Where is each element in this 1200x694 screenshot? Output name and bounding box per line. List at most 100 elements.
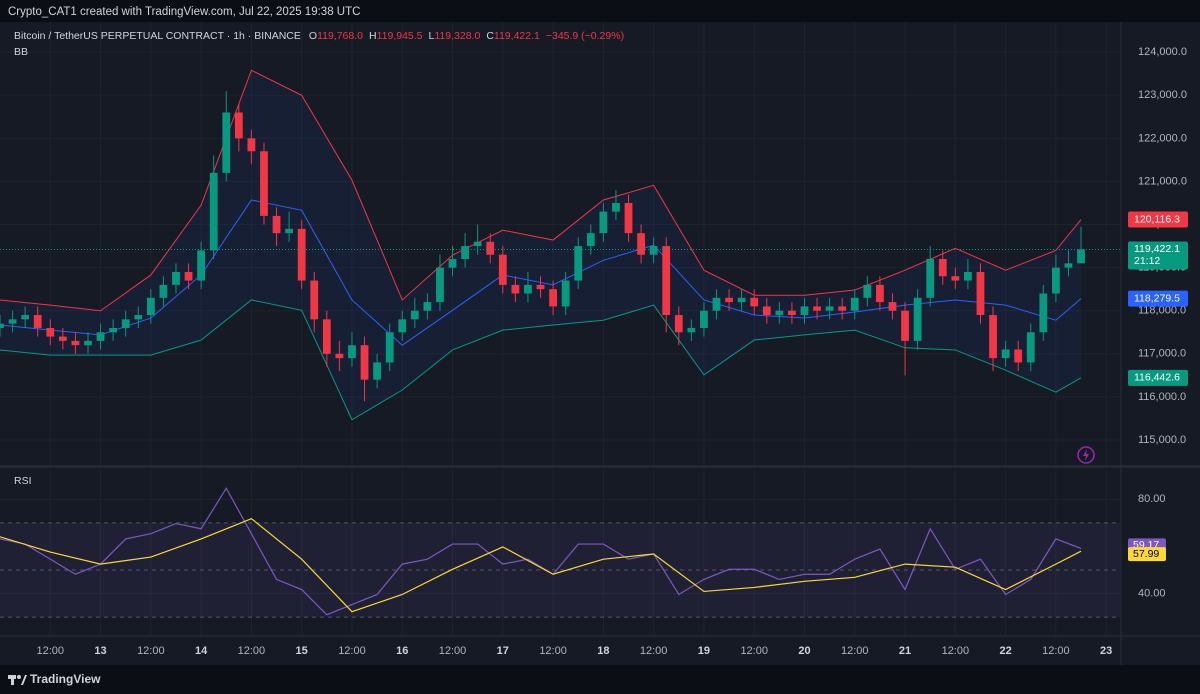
candle-body [322,319,331,354]
candle-body [536,284,545,290]
x-tick-label: 12:00 [1042,645,1070,657]
x-tick-label: 20 [798,645,810,657]
candle-body [109,327,118,333]
candle-body [448,259,457,268]
candle-body [612,202,620,212]
candle-body [21,315,30,320]
x-tick-label: 12:00 [942,645,970,657]
candle-body [737,297,746,303]
candle-body [498,254,507,285]
candle-body [976,271,985,316]
price-label: 120,116.3 [1134,213,1180,225]
candle-body [901,310,909,341]
footer-bar [0,665,1200,694]
x-tick-label: 12:00 [238,645,266,657]
brand-logo [8,675,27,685]
candle-body [159,284,168,298]
symbol: Bitcoin / TetherUS PERPETUAL CONTRACT · … [14,30,301,42]
candle-body [938,259,947,277]
band-line [0,299,1082,421]
y-tick-label: 116,000.0 [1138,391,1186,403]
candle-body [335,353,344,359]
candle-body [486,241,495,255]
candle-body [511,284,520,294]
attribution: Crypto_CAT1 created with TradingView.com… [8,6,360,18]
candle-body [473,241,482,247]
value-label: 57.99 [1133,548,1159,560]
band-fill [0,70,1082,420]
candle-body [222,112,231,173]
price-label-box [1128,290,1188,307]
y-tick-label: 115,000.0 [1138,434,1186,446]
price-label: 118,279.5 [1134,292,1180,304]
candle-body [373,362,382,380]
y-tick-label: 123,000.0 [1138,89,1187,101]
candle-body [272,215,281,234]
x-tick-label: 12:00 [640,645,668,657]
candle-body [674,315,683,333]
candle-body [209,172,218,251]
x-tick-label: 17 [497,645,509,657]
candle-body [800,306,809,316]
candle-body [838,306,847,311]
candle-body [1039,293,1048,333]
candle-body [0,323,4,328]
candle-body [461,246,469,260]
x-tick-label: 23 [1100,645,1112,657]
indicator-label: BB [14,46,28,58]
candle-body [876,284,884,303]
candle-body [8,319,17,324]
candle-body [71,340,80,346]
candle-body [285,228,294,234]
alert-icon[interactable] [1077,446,1095,464]
candle-body [96,332,105,341]
candle-body [712,297,721,311]
candle-body [172,271,180,285]
candle-body [360,345,369,380]
candle-body [247,138,256,152]
price-label: 116,442.6 [1134,372,1180,384]
candle-body [586,233,595,247]
x-tick-label: 12:00 [539,645,567,657]
y-tick-label: 122,000.0 [1138,132,1187,144]
candle-body [863,284,872,298]
price-label-box [1128,211,1188,228]
candle-body [524,284,532,294]
ohlc-value: 119,768.0 [317,30,363,42]
ohlc-key: L [429,30,435,42]
y-tick-label: 124,000.0 [1138,46,1187,58]
candle-body [637,233,645,255]
candle-body [762,306,771,316]
band-line [0,69,1082,312]
candle-body [121,319,130,328]
x-tick-label: 16 [396,645,408,657]
candle-body [964,271,972,281]
candle-body [310,280,319,320]
y-tick-label: 118,000.0 [1138,305,1186,317]
x-tick-label: 13 [94,645,106,657]
candle-body [951,276,960,281]
symbol-legend: Bitcoin / TetherUS PERPETUAL CONTRACT · … [14,30,624,42]
candle-body [297,228,306,281]
x-tick-label: 12:00 [841,645,869,657]
brand: TradingView [30,672,101,686]
candle-body [1077,249,1085,264]
y-tick-label: 117,000.0 [1138,348,1186,360]
candle-body [1026,332,1035,363]
candle-body [700,310,708,328]
plot [0,69,1120,618]
x-tick-label: 14 [195,645,208,657]
candle-body [649,246,658,255]
candle-body [574,246,583,281]
candle-body [46,327,55,337]
ohlc-value: 119,328.0 [434,30,480,42]
candle-body [599,211,608,234]
candle-body [888,302,897,311]
candle-body [398,319,407,333]
candle-body [750,297,759,307]
x-tick-label: 19 [698,645,710,657]
candle-body [662,246,671,316]
candle-body [913,297,922,341]
candle-body [775,310,784,316]
candle-body [423,302,432,311]
